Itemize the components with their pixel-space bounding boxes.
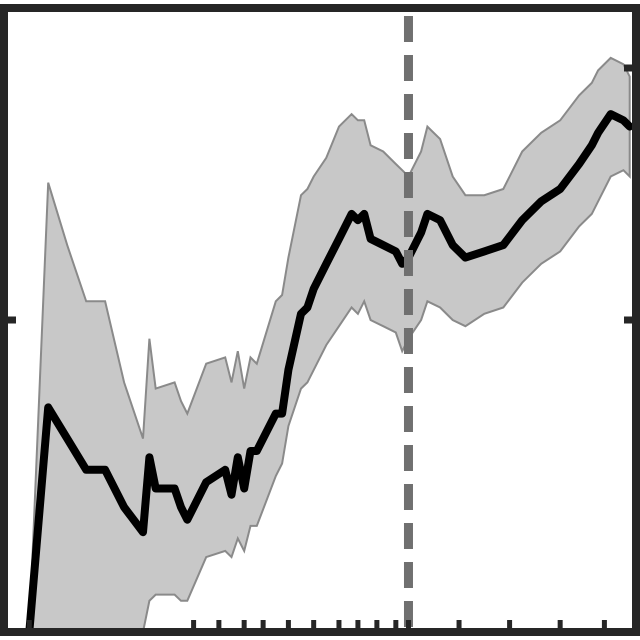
series-line-layer	[25, 110, 634, 636]
series-line	[25, 110, 634, 636]
tick-layer	[4, 4, 636, 632]
